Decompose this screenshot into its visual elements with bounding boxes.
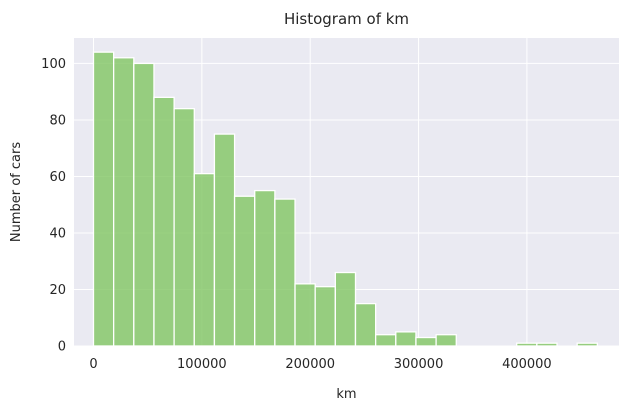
histogram-bar [334,271,357,347]
x-tick-label: 0 [89,357,97,372]
histogram-bar [435,334,457,347]
histogram-bar [133,62,155,347]
histogram-bar [294,283,316,347]
y-tick-label: 60 [49,170,66,185]
histogram-bar [153,96,175,347]
x-tick-label: 200000 [285,357,335,372]
y-tick-label: 20 [49,283,66,298]
histogram-bar [516,342,538,347]
histogram-bar [415,336,437,347]
y-tick-label: 80 [49,113,66,128]
y-axis-label: Number of cars [9,142,24,242]
x-tick-label: 100000 [177,357,227,372]
x-tick-label: 300000 [394,357,444,372]
histogram-bar [113,57,135,347]
bars-layer [92,51,598,347]
histogram-bar [576,342,598,347]
histogram-bar [193,172,216,347]
histogram-bar [254,189,276,347]
histogram-bar [213,133,236,347]
histogram-bar [274,198,296,347]
histogram-bar [233,195,256,347]
histogram-bar [173,107,195,347]
histogram-bar [374,334,397,347]
x-axis-ticks: 0 100000 200000 300000 400000 [89,357,551,372]
y-tick-label: 100 [41,57,66,72]
x-tick-label: 400000 [502,357,552,372]
y-axis-ticks: 0 20 40 60 80 100 [41,57,66,355]
histogram-bar [536,342,558,347]
x-axis-label: km [336,387,356,402]
histogram-bar [395,331,417,347]
y-tick-label: 40 [49,226,66,241]
histogram-bar [354,302,377,347]
histogram-bar [92,51,115,347]
y-tick-label: 0 [58,340,66,355]
histogram-bar [314,286,336,347]
chart-title: Histogram of km [284,10,409,28]
